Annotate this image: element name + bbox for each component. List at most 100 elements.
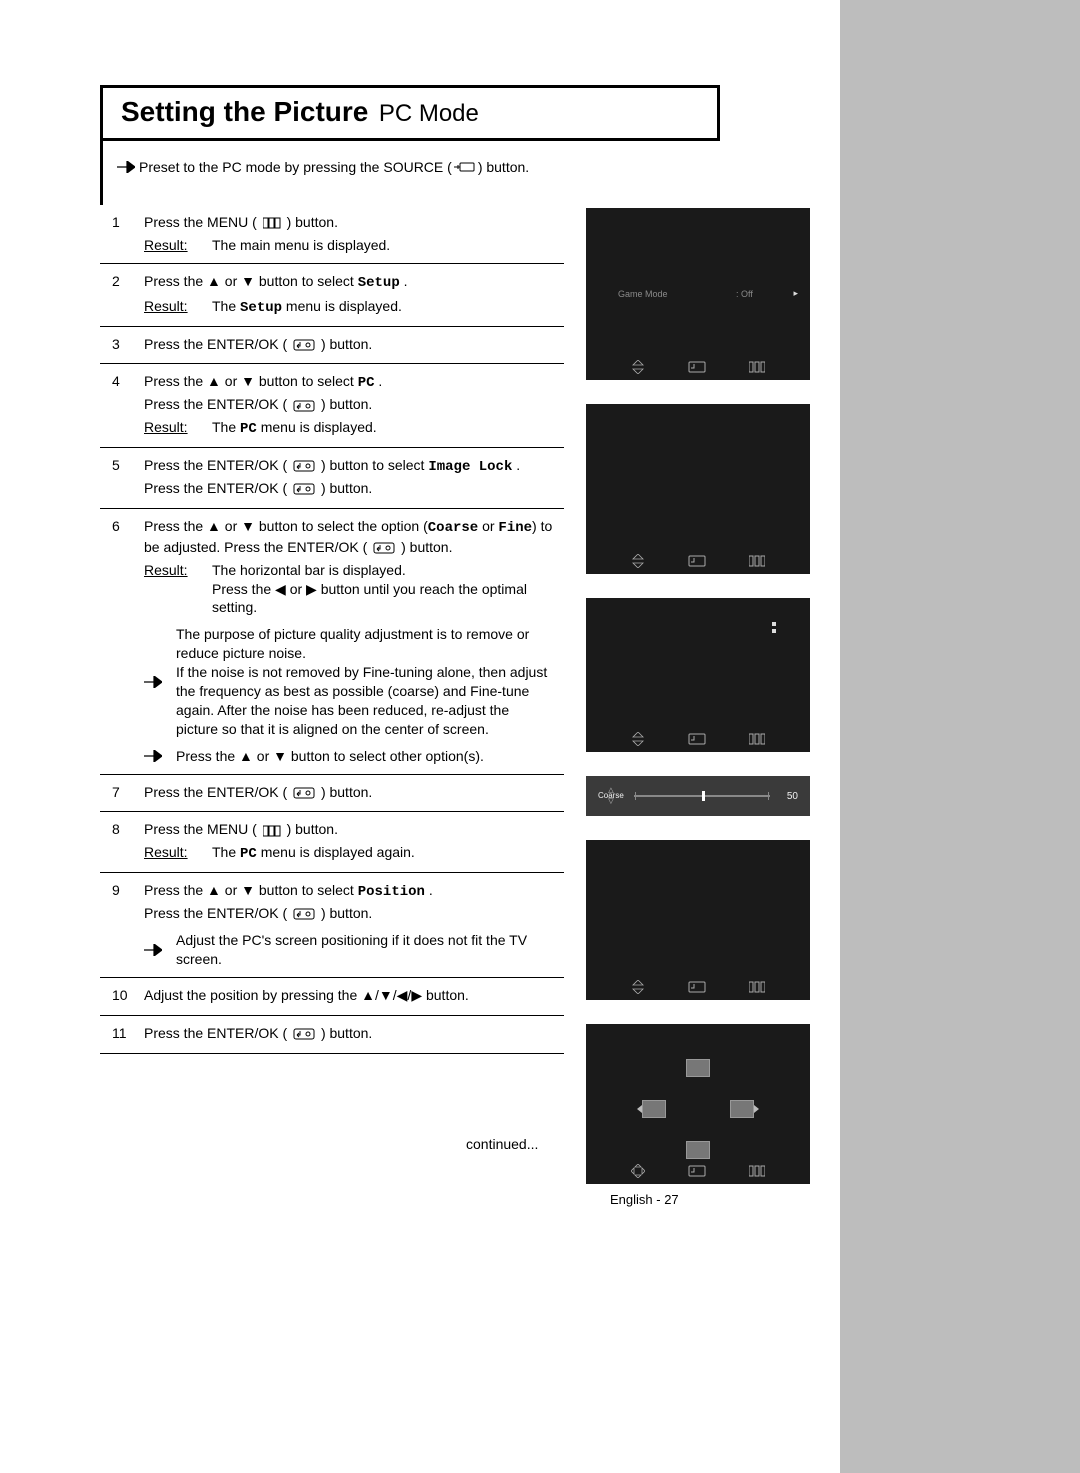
step-num-5: 5 [100,456,144,500]
s8-result-label: Result: [144,843,212,864]
s1-l1a: Press the MENU ( [144,214,257,230]
step-num-10: 10 [100,986,144,1007]
enter-ok-icon [293,483,315,495]
s8-pc: PC [240,846,257,862]
pos-left-button [643,1101,665,1117]
pos-down-button [687,1142,709,1158]
osd-pc-menu-2 [586,840,810,1000]
step-8: 8 Press the MENU ( ) button. Result: The… [100,812,564,873]
s8-r1a: The [212,844,240,860]
s3-l1b: ) button. [321,336,372,352]
preset-row: Preset to the PC mode by pressing the SO… [103,153,720,205]
osd-position-panel [586,1024,810,1184]
s4-r1a: The [212,419,240,435]
osd-footer-icons [586,1164,810,1178]
menu-grid-icon [749,555,765,567]
s6-l1c: button to select the option ( [259,518,428,534]
osd-coarse-slider: △ Coarse ▽ 50 [586,776,810,816]
step-6: 6 Press the ▲ or ▼ button to select the … [100,509,564,775]
step-2: 2 Press the ▲ or ▼ button to select Setu… [100,264,564,327]
slider-down-icon: ▽ [608,800,613,804]
osd-footer-icons [586,554,810,568]
enter-icon [688,733,706,745]
page: Setting the Picture PC Mode Preset to th… [0,0,1080,1473]
s10-l1e: button. [426,987,469,1003]
s6-l1e: ) button. [401,539,452,555]
osd-footer-icons [586,732,810,746]
osd-footer-icons [586,980,810,994]
s2-l1c: button to select [259,273,358,289]
step-body-1: Press the MENU ( ) button. Result: The m… [144,213,564,255]
s9-note: Adjust the PC's screen positioning if it… [144,931,554,969]
enter-icon [688,981,706,993]
step-num-3: 3 [100,335,144,356]
step-num-8: 8 [100,820,144,864]
nav-updown-icon [631,554,645,568]
s6-or: or [478,518,498,534]
s2-r1b: menu is displayed. [286,298,402,314]
step-body-11: Press the ENTER/OK ( ) button. [144,1024,564,1045]
step-num-7: 7 [100,783,144,804]
s9-l1a: Press the [144,882,207,898]
enter-ok-icon [293,787,315,799]
step-1: 1 Press the MENU ( ) button. Result: The… [100,205,564,264]
s6-r2b: or [290,581,306,597]
osd-setup-menu: Game Mode : Off ▸ [586,208,810,380]
step-num-2: 2 [100,272,144,318]
s6-result-label: Result: [144,561,212,618]
pointer-arrow-icon [144,625,176,738]
s5-l1a: Press the ENTER/OK ( [144,457,287,473]
nav-all-icon [631,1164,645,1178]
s9-l2a: Press the ENTER/OK ( [144,905,287,921]
down-glyph: ▼ [241,882,255,898]
step-10: 10 Adjust the position by pressing the ▲… [100,978,564,1016]
step-body-9: Press the ▲ or ▼ button to select Positi… [144,881,564,969]
source-icon [454,161,476,173]
pointer-arrow-icon [117,161,139,173]
s6-coarse: Coarse [428,520,478,536]
osd-column: Game Mode : Off ▸ [586,208,810,1208]
nav-updown-icon [631,360,645,374]
step-body-3: Press the ENTER/OK ( ) button. [144,335,564,356]
menu-grid-icon [749,981,765,993]
osd-image-lock-menu [586,598,810,752]
s6-n1: The purpose of picture quality adjustmen… [176,626,529,661]
s5-imagelock: Image Lock [428,459,512,475]
s6-fine: Fine [498,520,532,536]
s2-result-label: Result: [144,297,212,318]
step-11: 11 Press the ENTER/OK ( ) button. [100,1016,564,1054]
osd-pc-menu [586,404,810,574]
step-body-6: Press the ▲ or ▼ button to select the op… [144,517,564,766]
enter-ok-icon [293,400,315,412]
pointer-arrow-icon [144,931,176,969]
s1-result-label: Result: [144,236,212,255]
s9-n1: Adjust the PC's screen positioning if it… [176,931,554,969]
step-body-8: Press the MENU ( ) button. Result: The P… [144,820,564,864]
left-glyph: ◀ [275,581,286,597]
enter-ok-icon [293,1028,315,1040]
step-num-11: 11 [100,1024,144,1045]
slider-thumb [702,791,705,801]
title-box: Setting the Picture PC Mode [100,85,720,138]
s6-n3a: Press the [176,748,239,764]
s9-l1c: button to select [259,882,358,898]
steps-list: 1 Press the MENU ( ) button. Result: The… [100,205,564,1054]
pointer-arrow-icon [144,747,176,766]
enter-icon [688,361,706,373]
s9-l1b: or [225,882,241,898]
s9-l1d: . [429,882,433,898]
s11-l1b: ) button. [321,1025,372,1041]
s2-r1-setup: Setup [240,300,282,316]
s10-l1a: Adjust the position by pressing the [144,987,361,1003]
right-gray-bar [840,0,1080,1473]
s5-l1c: . [516,457,520,473]
s2-r1a: The [212,298,240,314]
menu-grid-icon [749,1165,765,1177]
up-glyph: ▲ [207,373,221,389]
down-glyph: ▼ [379,987,393,1003]
step-9: 9 Press the ▲ or ▼ button to select Posi… [100,873,564,978]
up-glyph: ▲ [361,987,375,1003]
menu-grid-icon [749,733,765,745]
step-body-4: Press the ▲ or ▼ button to select PC . P… [144,372,564,439]
menu-icon [263,825,281,837]
